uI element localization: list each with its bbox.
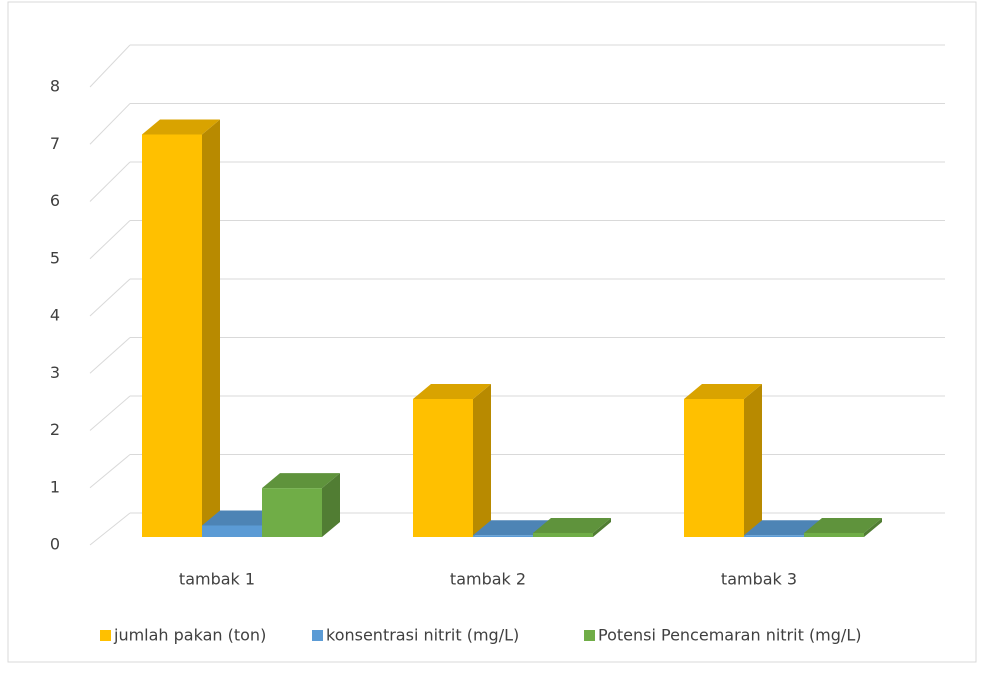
x-tick-label: tambak 1 [179, 570, 255, 589]
bar-side [593, 517, 611, 537]
grid-line [89, 103, 131, 145]
bar [473, 535, 533, 537]
y-tick-label: 0 [50, 535, 60, 554]
legend-label: konsentrasi nitrit (mg/L) [326, 626, 519, 645]
x-tick-label: tambak 2 [450, 570, 526, 589]
bar-top [684, 384, 762, 399]
bar [804, 532, 864, 537]
grid-line [89, 454, 131, 489]
bar-side [744, 384, 762, 537]
grid-line [89, 512, 131, 546]
bar-top [413, 384, 491, 399]
bar-side [864, 517, 882, 537]
bar [202, 525, 262, 537]
bar [413, 399, 473, 537]
bar [142, 134, 202, 537]
bar [744, 535, 804, 537]
bar [684, 399, 744, 537]
y-tick-label: 5 [50, 248, 60, 267]
y-tick-label: 1 [50, 477, 60, 496]
grid-line [89, 44, 131, 88]
y-tick-label: 4 [50, 306, 60, 325]
y-tick-label: 6 [50, 191, 60, 210]
y-tick-label: 2 [50, 420, 60, 439]
legend-label: Potensi Pencemaran nitrit (mg/L) [598, 626, 861, 645]
grid-line [89, 161, 131, 202]
grid-line [89, 337, 131, 374]
y-tick-label: 8 [50, 77, 60, 96]
bar-top [744, 520, 822, 536]
bar-side [322, 473, 340, 537]
bar-top [262, 473, 340, 489]
bar-top [804, 517, 882, 533]
y-tick-label: 3 [50, 363, 60, 382]
y-tick-label: 7 [50, 134, 60, 153]
grid-line [89, 220, 131, 260]
legend-label: jumlah pakan (ton) [113, 626, 266, 645]
bar-top [473, 520, 551, 536]
grid-line [89, 395, 131, 431]
bar-side [473, 384, 491, 537]
grid-line [89, 278, 131, 317]
bar-side [202, 119, 220, 537]
legend-swatch [312, 630, 323, 641]
legend-swatch [584, 630, 595, 641]
bar [533, 532, 593, 537]
bar-top [533, 517, 611, 533]
legend-swatch [100, 630, 111, 641]
x-tick-label: tambak 3 [721, 570, 797, 589]
bar-top [202, 510, 280, 526]
bar-top [142, 119, 220, 135]
bar [262, 488, 322, 537]
